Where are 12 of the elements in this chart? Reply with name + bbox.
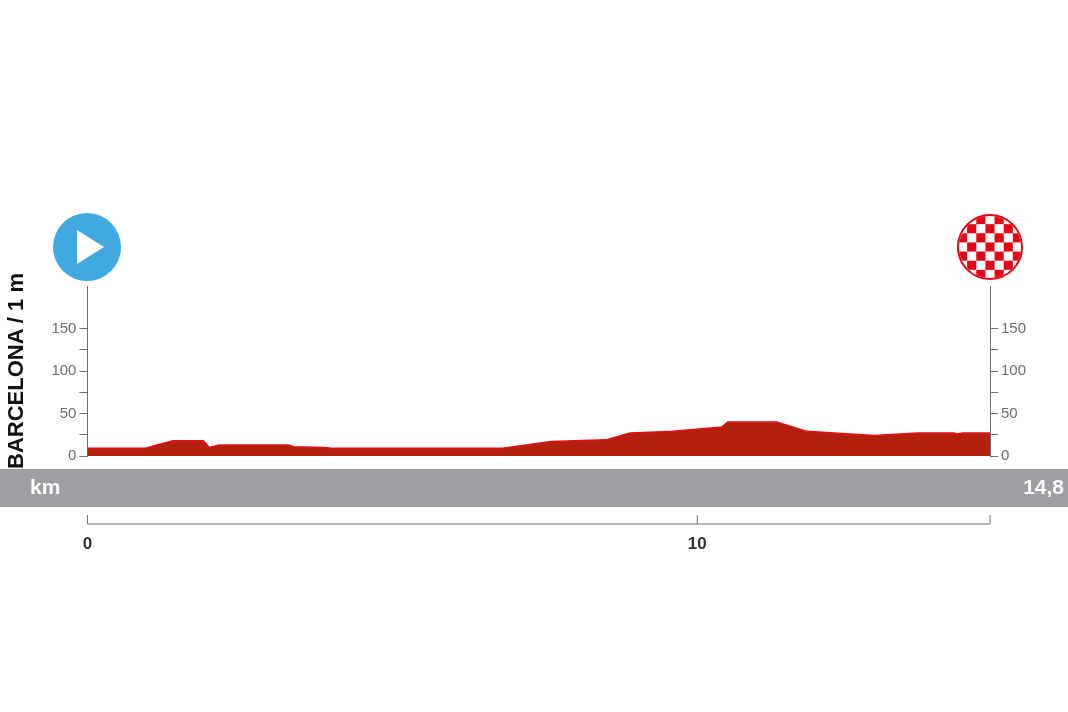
y2-tick-label: 150 [1001,318,1027,336]
y2-tick-label: 100 [1001,361,1027,379]
y-tick-label: 0 [68,446,77,464]
y2-tick-label: 50 [1001,403,1018,421]
y-tick-label: 100 [51,361,77,379]
y-tick-label: 50 [59,403,77,421]
x-tick-label: 10 [687,533,707,553]
text: 14,8 [1023,474,1065,498]
y-axis-title: BARCELONA / 1 m [3,273,29,469]
y2-tick-label: 0 [1001,446,1010,464]
x-axis-title: km [30,474,61,498]
y-tick-label: 150 [51,318,77,336]
